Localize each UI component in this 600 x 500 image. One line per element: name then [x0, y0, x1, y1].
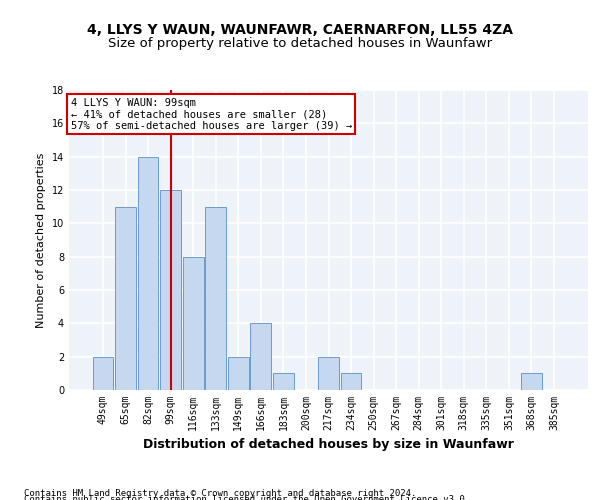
Text: 4 LLYS Y WAUN: 99sqm
← 41% of detached houses are smaller (28)
57% of semi-detac: 4 LLYS Y WAUN: 99sqm ← 41% of detached h… — [71, 98, 352, 130]
Bar — [92, 356, 113, 390]
Bar — [115, 206, 136, 390]
Bar — [273, 374, 294, 390]
Text: 4, LLYS Y WAUN, WAUNFAWR, CAERNARFON, LL55 4ZA: 4, LLYS Y WAUN, WAUNFAWR, CAERNARFON, LL… — [87, 22, 513, 36]
Bar — [205, 206, 226, 390]
Bar — [341, 374, 361, 390]
Bar — [183, 256, 203, 390]
Bar — [250, 324, 271, 390]
Bar — [318, 356, 339, 390]
Text: Size of property relative to detached houses in Waunfawr: Size of property relative to detached ho… — [108, 38, 492, 51]
Bar — [160, 190, 181, 390]
Bar — [137, 156, 158, 390]
Y-axis label: Number of detached properties: Number of detached properties — [36, 152, 46, 328]
Bar — [521, 374, 542, 390]
X-axis label: Distribution of detached houses by size in Waunfawr: Distribution of detached houses by size … — [143, 438, 514, 452]
Bar — [228, 356, 248, 390]
Text: Contains public sector information licensed under the Open Government Licence v3: Contains public sector information licen… — [24, 495, 470, 500]
Text: Contains HM Land Registry data © Crown copyright and database right 2024.: Contains HM Land Registry data © Crown c… — [24, 488, 416, 498]
